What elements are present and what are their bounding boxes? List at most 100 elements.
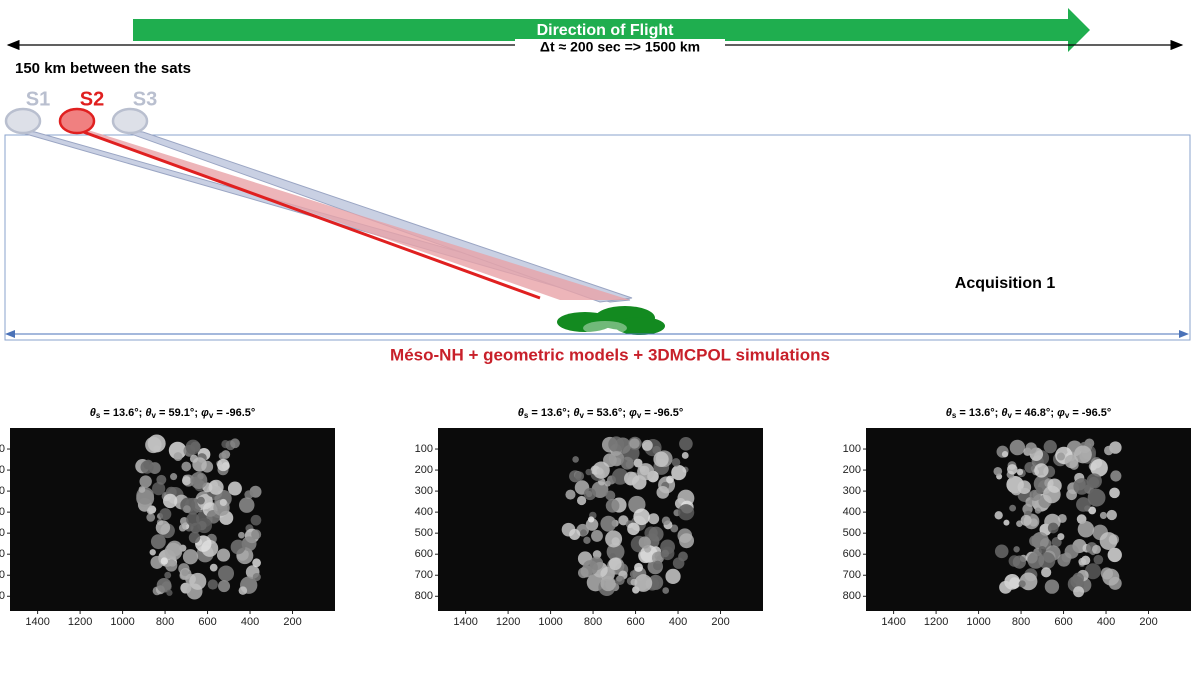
cloud-blob — [672, 557, 685, 569]
cloud-blob — [592, 550, 602, 559]
y-tick-label: 700 — [415, 569, 433, 581]
cloud-blob — [608, 557, 622, 571]
x-tick-label: 600 — [198, 616, 216, 628]
x-tick-label: 1200 — [68, 616, 92, 628]
y-tick-label: 800 — [843, 590, 861, 602]
x-tick-label: 400 — [669, 616, 687, 628]
cloud-blob — [156, 474, 167, 485]
y-tick-label: 500 — [0, 527, 5, 539]
cloud-blob — [993, 467, 1003, 476]
title-text: = 13.6°; — [100, 407, 145, 419]
cloud-blob — [583, 536, 591, 544]
y-tick-label: 400 — [0, 506, 5, 518]
cloud-blob — [178, 524, 187, 532]
y-tick-label: 200 — [0, 464, 5, 476]
cloud-blob — [623, 471, 638, 486]
cloud-blob — [1034, 463, 1049, 478]
cloud-blob — [186, 512, 200, 527]
cloud-blob — [600, 515, 617, 532]
cloud-blob — [156, 577, 172, 593]
title-text: = -96.5° — [641, 407, 683, 419]
cloud-blob — [662, 587, 670, 594]
cloud-blob — [1009, 504, 1017, 512]
cloud-blob — [1044, 579, 1060, 594]
cloud-blob — [1003, 519, 1010, 526]
x-tick-label: 200 — [711, 616, 729, 628]
cloud-blob — [185, 439, 201, 455]
cloud-blob — [1073, 586, 1085, 598]
cloud-blob — [218, 452, 227, 460]
cloud-blob — [207, 579, 218, 590]
delta-label: Δt ≈ 200 sec => 1500 km — [540, 39, 700, 55]
cloud-blob — [1074, 445, 1092, 464]
cloud-blob — [677, 504, 695, 521]
satellite-label: S3 — [133, 88, 157, 110]
cloud-blob — [209, 563, 218, 572]
cloud-blob — [152, 482, 166, 496]
cloud-blob — [648, 513, 660, 525]
direction-label: Direction of Flight — [537, 22, 675, 39]
title-text: = 53.6°; — [584, 407, 629, 419]
y-tick-label: 600 — [0, 548, 5, 560]
cloud-blob — [182, 549, 199, 565]
cloud-blob — [238, 586, 248, 595]
title-sub: s — [524, 411, 529, 420]
acquisition-label: Acquisition 1 — [955, 275, 1056, 292]
cloud-blob — [1084, 563, 1101, 580]
x-tick-label: 600 — [1054, 616, 1072, 628]
cloud-blob — [1041, 567, 1052, 578]
cloud-blob — [608, 450, 625, 467]
title-symbol: θ — [518, 407, 524, 419]
cloud-blob — [146, 513, 156, 522]
cloud-blob — [1110, 470, 1122, 482]
cloud-blob — [244, 490, 254, 500]
cloud-blob — [605, 498, 620, 513]
cloud-blob — [1106, 509, 1117, 521]
cloud-blob — [611, 468, 629, 485]
cloud-blob — [608, 436, 625, 453]
cloud-texture — [561, 436, 695, 596]
cloud-blob — [569, 528, 581, 541]
cloud-blob — [576, 495, 587, 506]
cloud-blob — [648, 526, 664, 542]
cloud-blob — [681, 452, 689, 459]
cloud-blob — [181, 476, 192, 486]
cloud-blob — [1093, 554, 1104, 565]
title-text: = -96.5° — [213, 407, 255, 419]
title-text: = 46.8°; — [1012, 407, 1057, 419]
cloud-blob — [165, 559, 178, 572]
satellite-label: S1 — [26, 88, 50, 110]
cloud-blob — [218, 580, 231, 593]
scene-box — [4, 134, 1191, 341]
title-symbol: φ — [1057, 407, 1065, 419]
cloud-blob — [629, 438, 640, 449]
y-tick-label: 800 — [0, 590, 5, 602]
cloud — [557, 306, 665, 335]
title-sub: s — [952, 411, 957, 420]
cloud-blob — [583, 487, 597, 501]
title-symbol: θ — [145, 407, 151, 419]
cloud-blob — [146, 507, 154, 515]
title-symbol: θ — [90, 407, 96, 419]
cloud-blob — [629, 570, 638, 578]
cloud-blob — [160, 557, 169, 565]
cloud-blob — [1077, 521, 1095, 538]
y-tick-label: 500 — [415, 527, 433, 539]
cloud-blob — [1088, 476, 1100, 488]
title-symbol: φ — [201, 407, 209, 419]
cloud-blob — [639, 465, 646, 473]
y-tick-label: 300 — [415, 485, 433, 497]
cloud-blob — [572, 456, 579, 463]
x-tick-label: 1000 — [966, 616, 990, 628]
cloud-blob — [1109, 487, 1120, 499]
cloud-blob — [1104, 445, 1114, 456]
x-tick-label: 600 — [626, 616, 644, 628]
cloud-blob — [618, 515, 629, 526]
cloud-blob — [615, 575, 625, 586]
cloud-blob — [1066, 489, 1077, 501]
image — [10, 428, 335, 611]
cloud-blob — [660, 546, 675, 561]
cloud-blob — [1013, 546, 1020, 553]
cloud-blob — [196, 517, 213, 534]
cloud-blob — [1047, 478, 1062, 493]
